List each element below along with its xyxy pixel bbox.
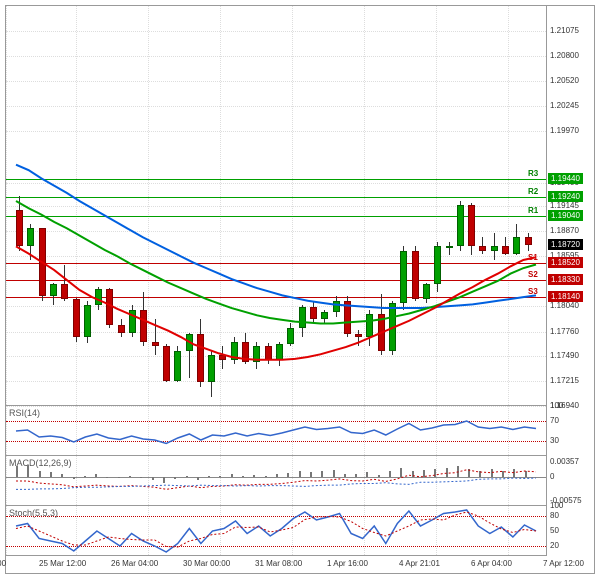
rsi-label: RSI(14) [9,408,40,418]
time-label: 7 Apr 12:00 [543,559,584,568]
level-S2: S2 [528,270,538,279]
macd-label: MACD(12,26,9) [9,458,72,468]
level-S3: S3 [528,287,538,296]
time-label: 31 Mar 08:00 [255,559,302,568]
time-label: 04:00 [0,559,6,568]
macd-panel[interactable]: MACD(12,26,9) [6,456,546,506]
macd-yaxis: -0.0057500.00357 [546,456,595,506]
rsi-panel[interactable]: RSI(14) [6,406,546,456]
time-label: 30 Mar 00:00 [183,559,230,568]
level-R3: R3 [528,169,538,178]
price-panel[interactable]: R3 R2 R1 S1 S2 S3 [6,6,546,406]
stoch-panel[interactable]: Stoch(5,5,3) [6,506,546,556]
time-label: 1 Apr 16:00 [327,559,368,568]
time-label: 4 Apr 21:01 [399,559,440,568]
time-axis: 04:0025 Mar 12:0026 Mar 04:0030 Mar 00:0… [6,556,546,574]
time-label: 26 Mar 04:00 [111,559,158,568]
level-S1: S1 [528,253,538,262]
level-R1: R1 [528,206,538,215]
time-label: 25 Mar 12:00 [39,559,86,568]
chart-container: R3 R2 R1 S1 S2 S3 1.169401.172151.174901.1776… [5,5,595,574]
level-R2: R2 [528,187,538,196]
price-yaxis: 1.169401.172151.174901.177601.180401.183… [546,6,595,406]
stoch-yaxis: 205080100 [546,506,595,556]
rsi-yaxis: 3070100 [546,406,595,456]
time-label: 6 Apr 04:00 [471,559,512,568]
